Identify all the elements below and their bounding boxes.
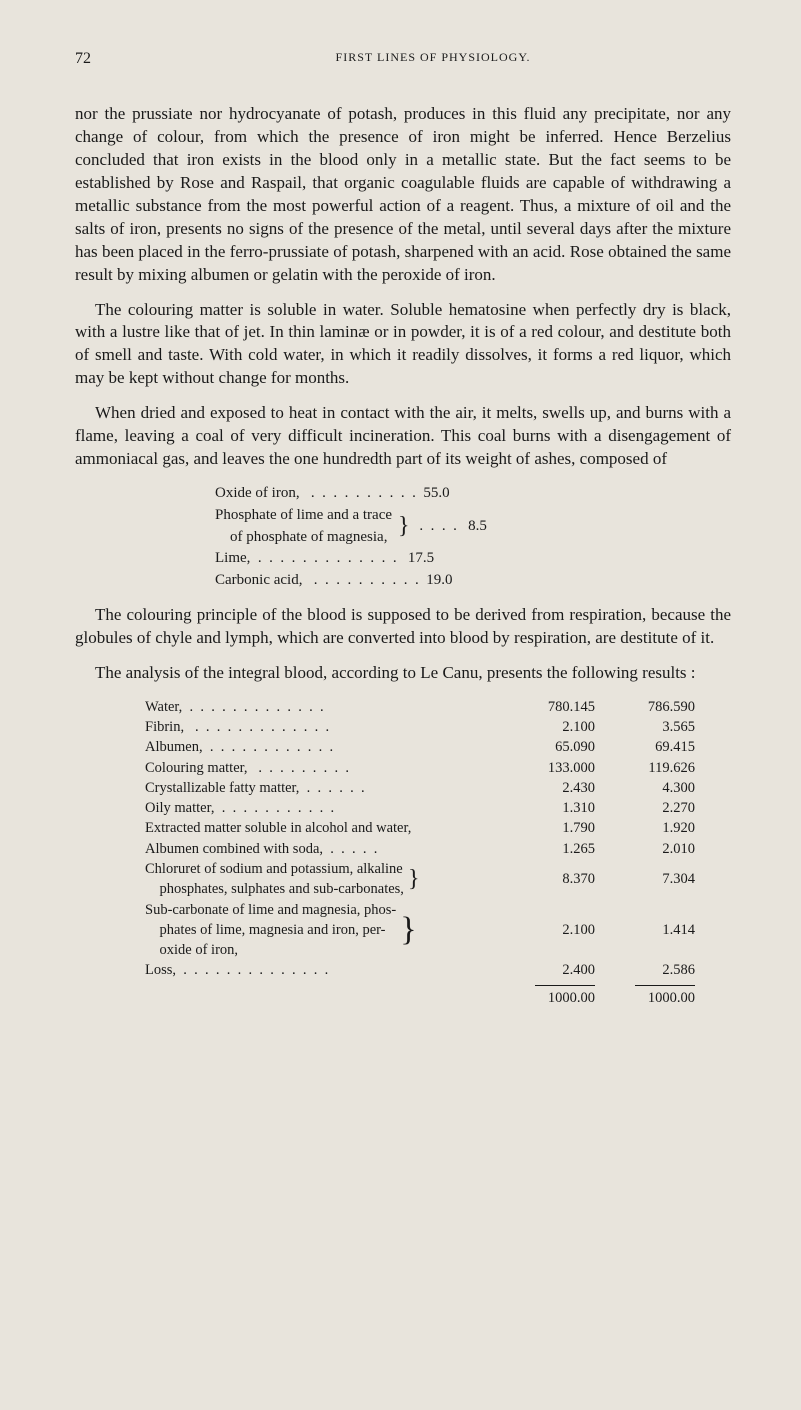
analysis-value-2: 1.414 xyxy=(595,920,695,940)
analysis-value-1: 65.090 xyxy=(505,737,595,757)
analysis-value-2: 119.626 xyxy=(595,758,695,778)
analysis-value-1: 2.400 xyxy=(505,960,595,980)
ash-row: Lime, . . . . . . . . . . . . . 17.5 xyxy=(215,548,731,570)
leader-dots: . . . . xyxy=(416,516,469,538)
analysis-label: Albumen, . . . . . . . . . . . . xyxy=(145,737,505,757)
analysis-label: Extracted matter soluble in alcohol and … xyxy=(145,818,505,838)
analysis-value-2: 4.300 xyxy=(595,778,695,798)
analysis-row: Water, . . . . . . . . . . . . . 780.145… xyxy=(145,697,731,717)
analysis-row: Loss, . . . . . . . . . . . . . . 2.4002… xyxy=(145,960,731,980)
analysis-total-2: 1000.00 xyxy=(595,988,695,1008)
ash-row: Oxide of iron, . . . . . . . . . . 55.0 xyxy=(215,483,731,505)
analysis-row: Colouring matter, . . . . . . . . . 133.… xyxy=(145,758,731,778)
analysis-total-row: 1000.001000.00 xyxy=(145,988,731,1008)
analysis-label: Sub-carbonate of lime and magnesia, phos… xyxy=(145,900,505,961)
analysis-label: Loss, . . . . . . . . . . . . . . xyxy=(145,960,505,980)
brace-icon: } xyxy=(408,871,420,888)
ash-composition-table: Oxide of iron, . . . . . . . . . . 55.0P… xyxy=(215,483,731,592)
analysis-label: Water, . . . . . . . . . . . . . xyxy=(145,697,505,717)
paragraph-3: When dried and exposed to heat in contac… xyxy=(75,402,731,471)
paragraph-2: The colouring matter is soluble in water… xyxy=(75,299,731,391)
analysis-row: Fibrin, . . . . . . . . . . . . . 2.1003… xyxy=(145,717,731,737)
paragraph-5: The analysis of the integral blood, acco… xyxy=(75,662,731,685)
paragraph-1: nor the prussiate nor hydrocyanate of po… xyxy=(75,103,731,287)
running-title: FIRST LINES OF PHYSIOLOGY. xyxy=(135,50,731,68)
ash-row: Carbonic acid, . . . . . . . . . . 19.0 xyxy=(215,570,731,592)
analysis-value-2: 786.590 xyxy=(595,697,695,717)
analysis-total-1: 1000.00 xyxy=(505,988,595,1008)
ash-value: 8.5 xyxy=(468,516,487,538)
analysis-label: Chloruret of sodium and potassium, alkal… xyxy=(145,859,505,900)
page-number: 72 xyxy=(75,50,135,68)
analysis-value-2: 2.270 xyxy=(595,798,695,818)
analysis-row: Oily matter, . . . . . . . . . . . 1.310… xyxy=(145,798,731,818)
ash-row: Phosphate of lime and a trace of phospha… xyxy=(215,505,731,549)
analysis-value-2: 69.415 xyxy=(595,737,695,757)
analysis-label-text: Sub-carbonate of lime and magnesia, phos… xyxy=(145,900,396,961)
paragraph-4-text: The colouring principle of the blood is … xyxy=(75,605,731,647)
analysis-value-1: 2.100 xyxy=(505,920,595,940)
ash-label: Oxide of iron, . . . . . . . . . . xyxy=(215,483,423,505)
ash-label: Carbonic acid, . . . . . . . . . . xyxy=(215,570,426,592)
rule-line xyxy=(535,985,595,986)
page-header: 72 FIRST LINES OF PHYSIOLOGY. xyxy=(75,50,731,68)
analysis-value-2: 2.586 xyxy=(595,960,695,980)
analysis-value-2: 1.920 xyxy=(595,818,695,838)
analysis-label: Albumen combined with soda, . . . . . xyxy=(145,839,505,859)
analysis-value-1: 2.100 xyxy=(505,717,595,737)
page-container: 72 FIRST LINES OF PHYSIOLOGY. nor the pr… xyxy=(0,0,801,1058)
rule-line xyxy=(635,985,695,986)
brace-icon: } xyxy=(398,518,410,535)
totals-rule-row xyxy=(145,981,731,988)
analysis-label-text: Chloruret of sodium and potassium, alkal… xyxy=(145,859,404,900)
analysis-value-1: 1.265 xyxy=(505,839,595,859)
analysis-value-1: 780.145 xyxy=(505,697,595,717)
ash-value: 17.5 xyxy=(408,548,434,570)
analysis-value-1: 2.430 xyxy=(505,778,595,798)
analysis-row: Crystallizable fatty matter, . . . . . .… xyxy=(145,778,731,798)
ash-label: Phosphate of lime and a trace of phospha… xyxy=(215,505,392,549)
analysis-label: Crystallizable fatty matter, . . . . . . xyxy=(145,778,505,798)
paragraph-3-text: When dried and exposed to heat in contac… xyxy=(75,403,731,468)
paragraph-4: The colouring principle of the blood is … xyxy=(75,604,731,650)
analysis-value-1: 1.310 xyxy=(505,798,595,818)
analysis-row: Extracted matter soluble in alcohol and … xyxy=(145,818,731,838)
analysis-row: Albumen combined with soda, . . . . . 1.… xyxy=(145,839,731,859)
ash-value: 55.0 xyxy=(423,483,449,505)
analysis-label: Colouring matter, . . . . . . . . . xyxy=(145,758,505,778)
analysis-value-1: 1.790 xyxy=(505,818,595,838)
analysis-value-2: 3.565 xyxy=(595,717,695,737)
analysis-row: Chloruret of sodium and potassium, alkal… xyxy=(145,859,731,900)
analysis-row: Sub-carbonate of lime and magnesia, phos… xyxy=(145,900,731,961)
analysis-value-1: 8.370 xyxy=(505,869,595,889)
ash-label: Lime, . . . . . . . . . . . . . xyxy=(215,548,408,570)
analysis-value-1: 133.000 xyxy=(505,758,595,778)
paragraph-5-text: The analysis of the integral blood, acco… xyxy=(95,663,696,682)
analysis-value-2: 7.304 xyxy=(595,869,695,889)
analysis-label: Oily matter, . . . . . . . . . . . xyxy=(145,798,505,818)
brace-icon: } xyxy=(400,918,416,942)
analysis-label: Fibrin, . . . . . . . . . . . . . xyxy=(145,717,505,737)
ash-value: 19.0 xyxy=(426,570,452,592)
analysis-row: Albumen, . . . . . . . . . . . . 65.0906… xyxy=(145,737,731,757)
blood-analysis-table: Water, . . . . . . . . . . . . . 780.145… xyxy=(145,697,731,1008)
paragraph-2-text: The colouring matter is soluble in water… xyxy=(75,300,731,388)
analysis-value-2: 2.010 xyxy=(595,839,695,859)
